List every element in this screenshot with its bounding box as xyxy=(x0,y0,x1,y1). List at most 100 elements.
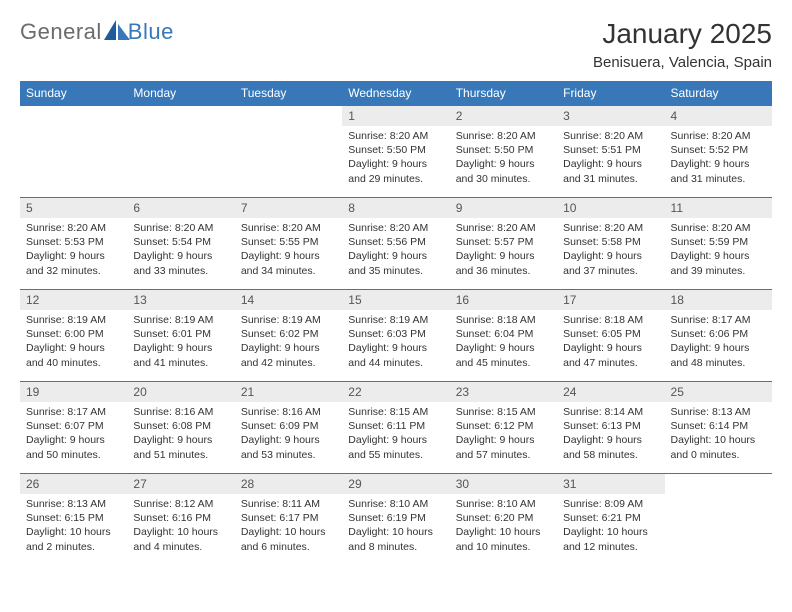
sunset-text: Sunset: 5:51 PM xyxy=(563,143,658,157)
sunset-text: Sunset: 5:54 PM xyxy=(133,235,228,249)
day-number: 25 xyxy=(665,382,772,402)
sunset-text: Sunset: 5:56 PM xyxy=(348,235,443,249)
month-title: January 2025 xyxy=(593,18,772,50)
calendar-day-cell: 14Sunrise: 8:19 AMSunset: 6:02 PMDayligh… xyxy=(235,290,342,382)
calendar-day-cell xyxy=(127,106,234,198)
weekday-header-row: Sunday Monday Tuesday Wednesday Thursday… xyxy=(20,81,772,106)
weekday-header: Sunday xyxy=(20,81,127,106)
daylight-text: Daylight: 9 hours and 45 minutes. xyxy=(456,341,551,369)
daylight-text: Daylight: 10 hours and 0 minutes. xyxy=(671,433,766,461)
sunset-text: Sunset: 5:58 PM xyxy=(563,235,658,249)
sunrise-text: Sunrise: 8:14 AM xyxy=(563,405,658,419)
calendar-page: General Blue January 2025 Benisuera, Val… xyxy=(0,0,792,566)
day-details: Sunrise: 8:20 AMSunset: 5:56 PMDaylight:… xyxy=(342,218,449,281)
sunrise-text: Sunrise: 8:19 AM xyxy=(348,313,443,327)
weekday-header: Wednesday xyxy=(342,81,449,106)
day-details: Sunrise: 8:19 AMSunset: 6:03 PMDaylight:… xyxy=(342,310,449,373)
sunrise-text: Sunrise: 8:09 AM xyxy=(563,497,658,511)
day-number: 26 xyxy=(20,474,127,494)
calendar-day-cell: 25Sunrise: 8:13 AMSunset: 6:14 PMDayligh… xyxy=(665,382,772,474)
calendar-day-cell: 13Sunrise: 8:19 AMSunset: 6:01 PMDayligh… xyxy=(127,290,234,382)
day-number: 12 xyxy=(20,290,127,310)
sunrise-text: Sunrise: 8:20 AM xyxy=(456,221,551,235)
sunrise-text: Sunrise: 8:20 AM xyxy=(348,221,443,235)
calendar-day-cell: 3Sunrise: 8:20 AMSunset: 5:51 PMDaylight… xyxy=(557,106,664,198)
calendar-day-cell: 5Sunrise: 8:20 AMSunset: 5:53 PMDaylight… xyxy=(20,198,127,290)
day-details: Sunrise: 8:18 AMSunset: 6:04 PMDaylight:… xyxy=(450,310,557,373)
day-details: Sunrise: 8:11 AMSunset: 6:17 PMDaylight:… xyxy=(235,494,342,557)
daylight-text: Daylight: 10 hours and 8 minutes. xyxy=(348,525,443,553)
sunrise-text: Sunrise: 8:20 AM xyxy=(348,129,443,143)
daylight-text: Daylight: 9 hours and 47 minutes. xyxy=(563,341,658,369)
calendar-day-cell: 31Sunrise: 8:09 AMSunset: 6:21 PMDayligh… xyxy=(557,474,664,566)
page-header: General Blue January 2025 Benisuera, Val… xyxy=(20,18,772,71)
calendar-day-cell: 11Sunrise: 8:20 AMSunset: 5:59 PMDayligh… xyxy=(665,198,772,290)
sunrise-text: Sunrise: 8:10 AM xyxy=(348,497,443,511)
day-details: Sunrise: 8:20 AMSunset: 5:50 PMDaylight:… xyxy=(450,126,557,189)
daylight-text: Daylight: 9 hours and 39 minutes. xyxy=(671,249,766,277)
calendar-day-cell: 7Sunrise: 8:20 AMSunset: 5:55 PMDaylight… xyxy=(235,198,342,290)
daylight-text: Daylight: 10 hours and 10 minutes. xyxy=(456,525,551,553)
sunset-text: Sunset: 5:50 PM xyxy=(348,143,443,157)
sunrise-text: Sunrise: 8:11 AM xyxy=(241,497,336,511)
day-number: 29 xyxy=(342,474,449,494)
sunrise-text: Sunrise: 8:19 AM xyxy=(26,313,121,327)
day-number: 6 xyxy=(127,198,234,218)
sunrise-text: Sunrise: 8:10 AM xyxy=(456,497,551,511)
calendar-day-cell: 20Sunrise: 8:16 AMSunset: 6:08 PMDayligh… xyxy=(127,382,234,474)
sunset-text: Sunset: 6:06 PM xyxy=(671,327,766,341)
sunrise-text: Sunrise: 8:20 AM xyxy=(133,221,228,235)
daylight-text: Daylight: 10 hours and 12 minutes. xyxy=(563,525,658,553)
sunrise-text: Sunrise: 8:18 AM xyxy=(563,313,658,327)
day-details: Sunrise: 8:13 AMSunset: 6:15 PMDaylight:… xyxy=(20,494,127,557)
weekday-header: Saturday xyxy=(665,81,772,106)
sunrise-text: Sunrise: 8:17 AM xyxy=(26,405,121,419)
day-details: Sunrise: 8:20 AMSunset: 5:57 PMDaylight:… xyxy=(450,218,557,281)
daylight-text: Daylight: 9 hours and 48 minutes. xyxy=(671,341,766,369)
sunset-text: Sunset: 6:11 PM xyxy=(348,419,443,433)
calendar-day-cell: 6 Sunrise: 8:20 AMSunset: 5:54 PMDaylight… xyxy=(127,198,234,290)
sunrise-text: Sunrise: 8:20 AM xyxy=(671,129,766,143)
calendar-day-cell: 12Sunrise: 8:19 AMSunset: 6:00 PMDayligh… xyxy=(20,290,127,382)
sunset-text: Sunset: 6:01 PM xyxy=(133,327,228,341)
calendar-day-cell: 21Sunrise: 8:16 AMSunset: 6:09 PMDayligh… xyxy=(235,382,342,474)
day-number: 20 xyxy=(127,382,234,402)
daylight-text: Daylight: 9 hours and 42 minutes. xyxy=(241,341,336,369)
sunrise-text: Sunrise: 8:20 AM xyxy=(563,221,658,235)
day-number: 17 xyxy=(557,290,664,310)
sunset-text: Sunset: 6:14 PM xyxy=(671,419,766,433)
calendar-day-cell xyxy=(235,106,342,198)
sunset-text: Sunset: 6:15 PM xyxy=(26,511,121,525)
sunrise-text: Sunrise: 8:12 AM xyxy=(133,497,228,511)
day-number: 2 xyxy=(450,106,557,126)
day-number: 8 xyxy=(342,198,449,218)
day-details: Sunrise: 8:12 AMSunset: 6:16 PMDaylight:… xyxy=(127,494,234,557)
day-number: 4 xyxy=(665,106,772,126)
sunset-text: Sunset: 6:09 PM xyxy=(241,419,336,433)
calendar-day-cell: 8Sunrise: 8:20 AMSunset: 5:56 PMDaylight… xyxy=(342,198,449,290)
daylight-text: Daylight: 9 hours and 30 minutes. xyxy=(456,157,551,185)
calendar-day-cell: 23Sunrise: 8:15 AMSunset: 6:12 PMDayligh… xyxy=(450,382,557,474)
sunset-text: Sunset: 6:17 PM xyxy=(241,511,336,525)
day-details: Sunrise: 8:15 AMSunset: 6:12 PMDaylight:… xyxy=(450,402,557,465)
daylight-text: Daylight: 9 hours and 33 minutes. xyxy=(133,249,228,277)
daylight-text: Daylight: 10 hours and 6 minutes. xyxy=(241,525,336,553)
daylight-text: Daylight: 9 hours and 31 minutes. xyxy=(671,157,766,185)
daylight-text: Daylight: 9 hours and 31 minutes. xyxy=(563,157,658,185)
daylight-text: Daylight: 9 hours and 44 minutes. xyxy=(348,341,443,369)
day-details: Sunrise: 8:19 AMSunset: 6:02 PMDaylight:… xyxy=(235,310,342,373)
day-details: Sunrise: 8:09 AMSunset: 6:21 PMDaylight:… xyxy=(557,494,664,557)
calendar-day-cell: 26Sunrise: 8:13 AMSunset: 6:15 PMDayligh… xyxy=(20,474,127,566)
calendar-day-cell xyxy=(20,106,127,198)
daylight-text: Daylight: 9 hours and 53 minutes. xyxy=(241,433,336,461)
sunset-text: Sunset: 6:07 PM xyxy=(26,419,121,433)
daylight-text: Daylight: 10 hours and 2 minutes. xyxy=(26,525,121,553)
day-details: Sunrise: 8:20 AMSunset: 5:55 PMDaylight:… xyxy=(235,218,342,281)
day-details: Sunrise: 8:14 AMSunset: 6:13 PMDaylight:… xyxy=(557,402,664,465)
title-block: January 2025 Benisuera, Valencia, Spain xyxy=(593,18,772,71)
day-details: Sunrise: 8:19 AMSunset: 6:01 PMDaylight:… xyxy=(127,310,234,373)
calendar-week-row: 19Sunrise: 8:17 AMSunset: 6:07 PMDayligh… xyxy=(20,382,772,474)
day-details: Sunrise: 8:20 AMSunset: 5:59 PMDaylight:… xyxy=(665,218,772,281)
day-details: Sunrise: 8:18 AMSunset: 6:05 PMDaylight:… xyxy=(557,310,664,373)
day-details: Sunrise: 8:17 AMSunset: 6:07 PMDaylight:… xyxy=(20,402,127,465)
